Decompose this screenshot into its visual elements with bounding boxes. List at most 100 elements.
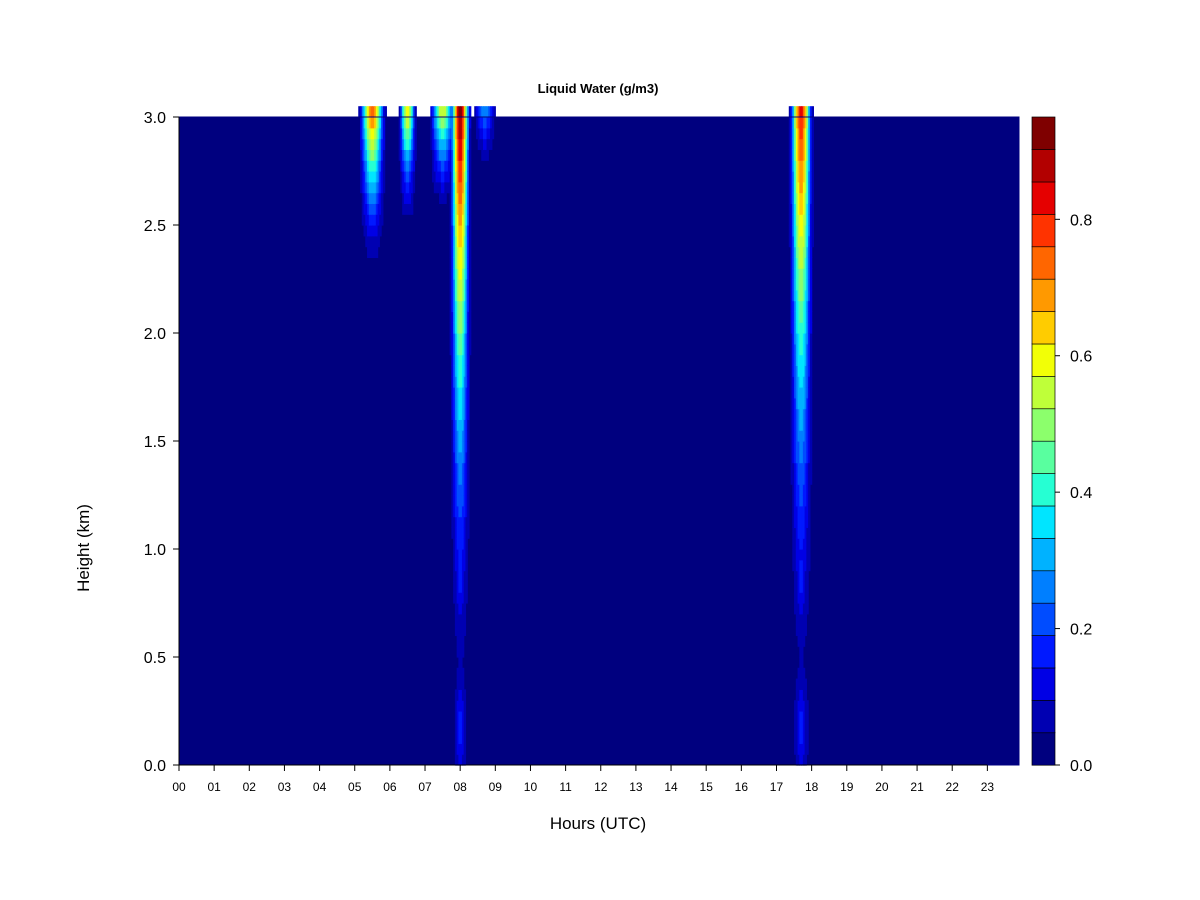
heatmap-cell [806, 743, 809, 755]
heatmap-cell [804, 311, 807, 323]
heatmap-cell [368, 192, 372, 204]
heatmap-cell [790, 257, 793, 269]
heatmap-cell [377, 171, 380, 183]
heatmap-cell [806, 570, 809, 582]
heatmap-cell [412, 127, 416, 140]
heatmap-cell [363, 192, 366, 204]
heatmap-cell [456, 592, 460, 604]
heatmap-cell [456, 127, 460, 140]
y-tick-label: 0.0 [144, 758, 166, 775]
colorbar-tick-label: 0.4 [1070, 485, 1092, 502]
heatmap-cell [790, 192, 793, 204]
heatmap-cell [370, 127, 373, 140]
heatmap-cell [792, 235, 795, 248]
heatmap-cell [456, 214, 460, 226]
heatmap-cell [468, 225, 472, 237]
heatmap-cell [802, 300, 806, 312]
heatmap-cell [799, 387, 802, 399]
heatmap-cell [458, 322, 461, 334]
heatmap-cell [479, 106, 482, 118]
heatmap-cell [802, 441, 806, 453]
heatmap-cell [488, 138, 491, 150]
heatmap-cell [806, 138, 809, 150]
heatmap-cell [365, 181, 368, 194]
heatmap-cell [465, 138, 468, 150]
heatmap-cell [449, 171, 452, 183]
heatmap-cell [412, 160, 416, 172]
heatmap-cell [465, 354, 468, 366]
colorbar-swatch [1031, 505, 1056, 539]
heatmap-cell [456, 538, 460, 550]
heatmap-cell [435, 181, 438, 194]
heatmap-cell [454, 721, 458, 734]
heatmap-cell [804, 711, 807, 723]
heatmap-cell [794, 354, 797, 366]
heatmap-cell [799, 732, 802, 744]
heatmap-cell [454, 214, 458, 226]
y-tick-label: 0.5 [144, 650, 166, 667]
heatmap-cell [463, 592, 467, 604]
heatmap-cell [811, 214, 814, 226]
heatmap-cell [488, 106, 491, 118]
heatmap-cell [368, 127, 372, 140]
heatmap-cell [808, 527, 811, 539]
heatmap-cell [806, 181, 809, 194]
heatmap-cell [456, 268, 460, 280]
heatmap-cell [790, 365, 793, 377]
heatmap-cell [792, 408, 795, 420]
heatmap-cell [794, 322, 797, 334]
heatmap-cell [467, 127, 470, 140]
heatmap-cell [467, 408, 470, 420]
heatmap-cell [467, 495, 470, 507]
heatmap-cell [368, 138, 372, 150]
heatmap-cell [379, 192, 382, 204]
heatmap-cell [806, 127, 809, 140]
heatmap-cell [433, 171, 437, 183]
heatmap-cell [474, 106, 477, 118]
heatmap-cell [806, 171, 809, 183]
heatmap-cell [801, 527, 804, 539]
heatmap-cell [403, 106, 407, 118]
heatmap-cell [795, 613, 799, 626]
heatmap-cell [797, 689, 800, 701]
heatmap-cell [467, 289, 470, 302]
heatmap-cell [456, 257, 460, 269]
heatmap-cell [461, 559, 465, 572]
heatmap-cell [465, 559, 468, 572]
heatmap-cell [374, 127, 377, 140]
heatmap-cell [809, 149, 813, 161]
heatmap-cell [370, 225, 373, 237]
heatmap-cell [809, 408, 813, 420]
heatmap-cell [794, 333, 797, 345]
heatmap-cell [453, 484, 456, 496]
heatmap-cell [402, 171, 405, 183]
heatmap-cell [461, 376, 465, 388]
heatmap-cell [804, 559, 807, 572]
heatmap-cell [465, 279, 468, 291]
heatmap-cell [467, 160, 470, 172]
heatmap-cell [797, 235, 800, 248]
heatmap-cell [461, 743, 465, 755]
heatmap-cell [435, 117, 438, 129]
colorbar-tick-label: 0.0 [1070, 758, 1092, 775]
heatmap-cell [801, 624, 804, 636]
heatmap-cell [481, 149, 484, 161]
heatmap-cell [799, 754, 802, 766]
heatmap-cell [461, 516, 465, 528]
y-axis: 0.00.51.01.52.02.53.0 [144, 110, 180, 775]
heatmap-cell [461, 181, 465, 194]
heatmap-cell [794, 300, 797, 312]
heatmap-cell [453, 160, 456, 172]
heatmap-cell [794, 430, 797, 442]
heatmap-cell [454, 225, 458, 237]
x-tick-label: 07 [418, 780, 432, 794]
heatmap-cell [449, 333, 452, 345]
heatmap-cell [449, 322, 452, 334]
heatmap-cell [456, 624, 460, 636]
heatmap-cell [792, 300, 795, 312]
heatmap-cell [381, 203, 384, 215]
heatmap-cell [801, 289, 804, 302]
heatmap-cell [460, 462, 463, 474]
heatmap-cell [461, 451, 465, 464]
heatmap-cell [804, 171, 807, 183]
